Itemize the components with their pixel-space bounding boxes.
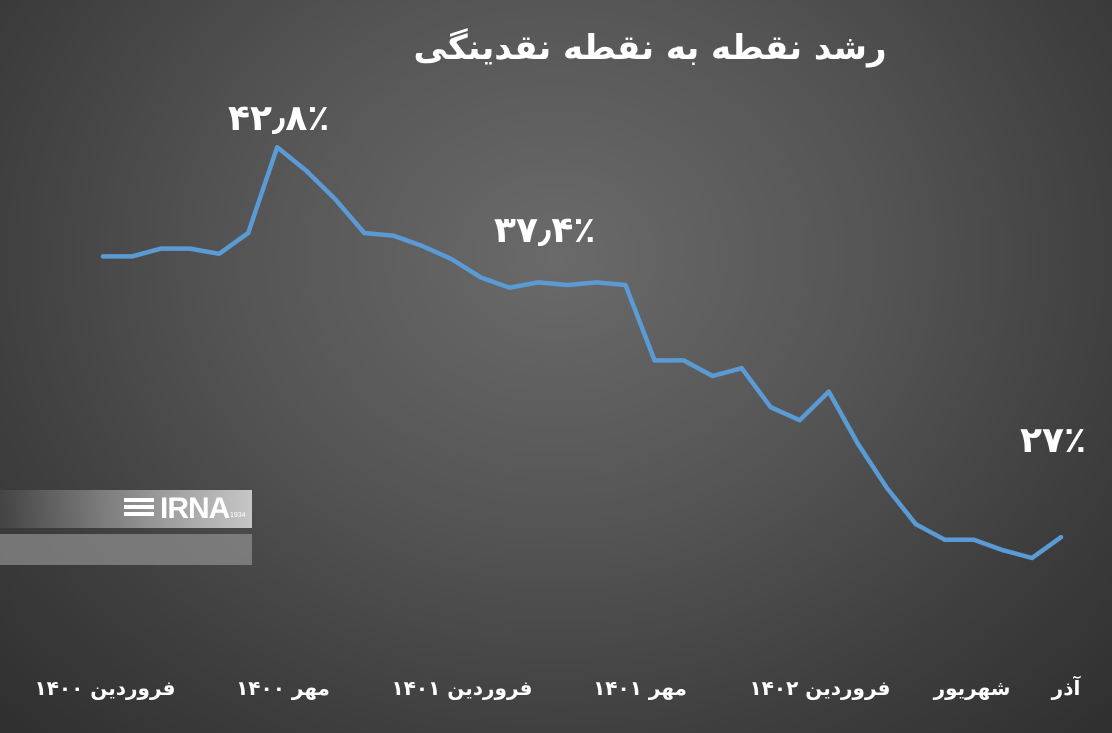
annotation-end: ۲۷٪	[1020, 420, 1086, 461]
x-tick-label: آذر	[1051, 676, 1081, 700]
irna-logo-icon	[124, 498, 154, 516]
chart-title: رشد نقطه به نقطه نقدینگی	[413, 28, 887, 68]
x-tick-label: فروردین ۱۴۰۰	[34, 676, 176, 700]
x-tick-label: فروردین ۱۴۰۲	[749, 676, 891, 700]
x-tick-label: فروردین ۱۴۰۱	[391, 676, 533, 700]
x-tick-label: مهر ۱۴۰۰	[236, 676, 330, 700]
series-line	[100, 144, 1064, 561]
x-tick-label: مهر ۱۴۰۱	[593, 676, 687, 700]
irna-watermark: IRNA 1934	[0, 490, 252, 566]
x-tick-label: شهریور	[933, 676, 1011, 700]
annotation-peak: ۴۲٫۸٪	[228, 98, 330, 139]
annotation-mid: ۳۷٫۴٪	[494, 210, 596, 251]
irna-logo-year: 1934	[230, 512, 246, 519]
watermark-band	[0, 534, 252, 565]
series-layer	[100, 144, 1064, 561]
irna-logo-text: IRNA	[160, 492, 230, 525]
